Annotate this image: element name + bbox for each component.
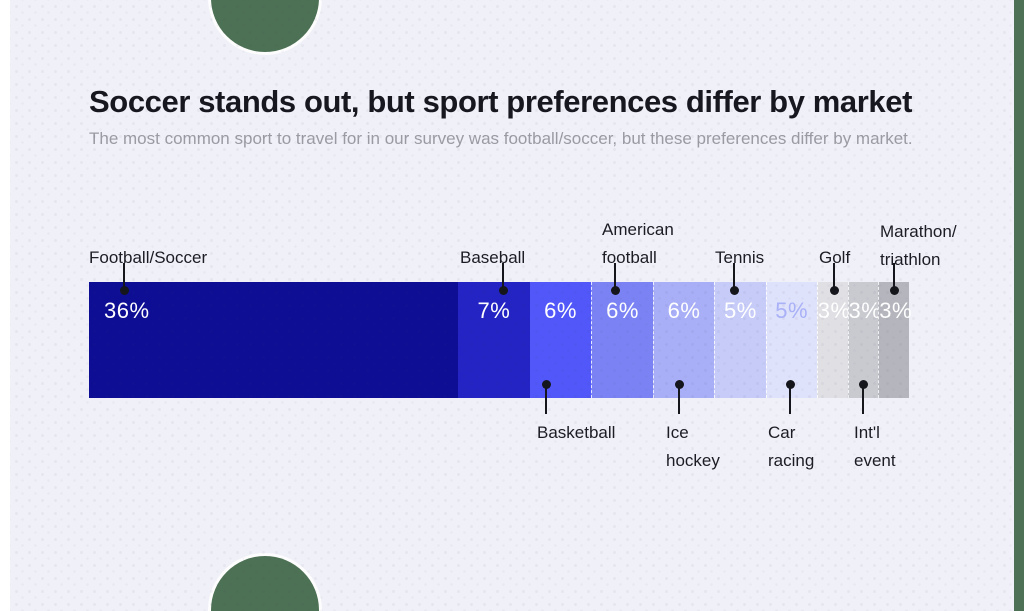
segment-value-label: 5% [723, 298, 757, 323]
leader-line [833, 263, 835, 290]
bar-segment-tennis: 5% [714, 282, 766, 398]
annotation-label-line: Basketball [537, 423, 616, 442]
leader-dot [610, 285, 620, 295]
segment-value-label: 3% [879, 298, 913, 323]
leader-dot [858, 379, 868, 389]
leader-line [502, 263, 504, 290]
annotation-label-line: Ice [666, 423, 689, 442]
bar-segment-football-soccer: 36% [89, 282, 458, 398]
annotation-label-line: Tennis [715, 248, 765, 267]
annotation-label-american-football: American football [602, 216, 674, 272]
annotation-label-line: Golf [819, 248, 851, 267]
leader-dot [729, 285, 739, 295]
segment-value-label: 6% [667, 298, 701, 323]
annotation-label-car-racing: Car racing [768, 419, 814, 475]
segment-value-label: 3% [848, 298, 882, 323]
decor-circle-bottom [211, 556, 319, 611]
annotation-label-int-l-event: Int'l event [854, 419, 896, 475]
leader-line [545, 384, 547, 414]
annotation-label-line: Marathon/ [880, 222, 957, 241]
leader-dot [119, 285, 129, 295]
annotation-label-line: triathlon [880, 250, 941, 269]
annotation-label-line: Car [768, 423, 796, 442]
segment-value-label: 6% [544, 298, 577, 323]
segment-value-label: 6% [606, 298, 639, 323]
stacked-bar: 36% 7% 6% 6% 6% 5% 5% 3% 3% 3% [89, 282, 913, 398]
leader-dot [674, 379, 684, 389]
segment-value-label: 5% [775, 298, 809, 323]
leader-line [614, 263, 616, 290]
leader-dot [541, 379, 551, 389]
segment-value-label: 36% [104, 298, 150, 323]
leader-dot [785, 379, 795, 389]
segment-value-label: 7% [477, 298, 511, 323]
page-title: Soccer stands out, but sport preferences… [89, 84, 913, 119]
bar-segment-marathon-triathlon: 3% [878, 282, 913, 398]
annotation-label-line: Football/Soccer [89, 248, 208, 267]
annotation-label-line: Baseball [460, 248, 526, 267]
leader-dot [829, 285, 839, 295]
annotation-label-golf: Golf [819, 244, 850, 272]
segment-value-label: 3% [817, 298, 851, 323]
decor-circle-top [211, 0, 319, 52]
annotation-label-basketball: Basketball [537, 419, 615, 447]
decor-edge-strip [1014, 0, 1024, 611]
slide-card: Soccer stands out, but sport preferences… [10, 0, 1014, 611]
annotation-label-baseball: Baseball [460, 244, 525, 272]
leader-line [862, 384, 864, 414]
annotation-label-marathon-triathlon: Marathon/triathlon [880, 218, 957, 274]
annotation-label-tennis: Tennis [715, 244, 764, 272]
leader-line [123, 263, 125, 290]
bar-segment-baseball: 7% [458, 282, 530, 398]
annotation-label-line: Int'l [854, 423, 880, 442]
annotation-label-line: American [602, 220, 674, 239]
leader-dot [889, 285, 899, 295]
page-subtitle: The most common sport to travel for in o… [89, 129, 913, 148]
leader-line [733, 263, 735, 290]
bar-segment-american-football: 6% [591, 282, 653, 398]
annotation-label-line: event [854, 451, 896, 470]
annotation-label-ice-hockey: Ice hockey [666, 419, 720, 475]
leader-line [789, 384, 791, 414]
leader-line [678, 384, 680, 414]
bar-segment-basketball: 6% [529, 282, 592, 398]
bar-segment-car-racing: 5% [765, 282, 817, 398]
annotation-label-football-soccer: Football/Soccer [89, 244, 207, 272]
annotation-label-line: football [602, 248, 657, 267]
leader-dot [498, 285, 508, 295]
annotation-label-line: racing [768, 451, 815, 470]
bar-segment-golf: 3% [816, 282, 851, 398]
bar-segment-ice-hockey: 6% [652, 282, 715, 398]
leader-line [893, 263, 895, 290]
annotation-label-line: hockey [666, 451, 720, 470]
bar-segment-int-l-event: 3% [847, 282, 882, 398]
